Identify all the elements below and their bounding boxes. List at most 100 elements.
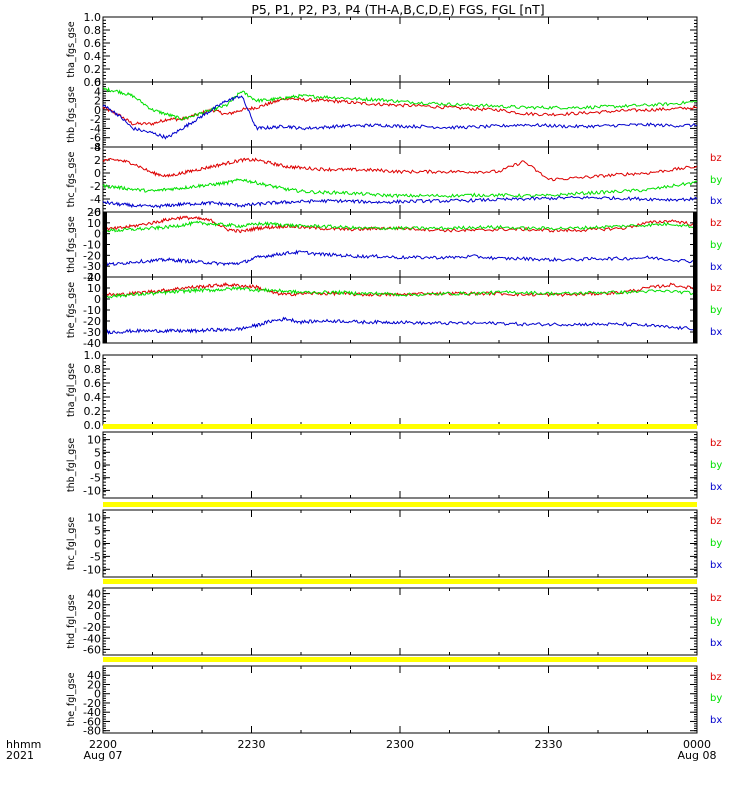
time-row-label: hhmm <box>6 738 41 751</box>
y-tick-label: 4 <box>94 85 101 98</box>
y-tick-label: 40 <box>87 669 101 682</box>
y-tick-label: 5 <box>94 446 101 459</box>
legend-by: by <box>710 305 722 316</box>
y-tick-label: 1.0 <box>84 349 102 362</box>
series-by-line <box>102 220 698 233</box>
y-tick-label: -10 <box>83 239 101 252</box>
legend-bz: bz <box>710 153 722 164</box>
y-tick-label: 4 <box>94 141 101 154</box>
series-bx-line <box>102 249 698 267</box>
y-tick-label: 0.0 <box>84 76 102 89</box>
y-tick-label: 0 <box>94 688 101 701</box>
y-tick-label: -10 <box>83 484 101 497</box>
y-tick-label: 20 <box>87 599 101 612</box>
y-tick-label: -2 <box>90 180 101 193</box>
y-tick-label: -6 <box>90 132 101 145</box>
panel-frame <box>102 354 698 426</box>
panel-frame <box>102 211 698 278</box>
y-tick-label: -20 <box>83 697 101 710</box>
y-axis-label: tha_fgs_gse <box>66 21 77 77</box>
series-bx-line <box>102 316 698 335</box>
y-tick-label: -20 <box>83 315 101 328</box>
panel-frame <box>102 587 698 656</box>
y-axis-label: thc_fgl_gse <box>66 517 77 570</box>
y-tick-label: 0.0 <box>84 419 102 432</box>
y-tick-label: -60 <box>83 643 101 656</box>
legend-bx: bx <box>710 638 722 649</box>
legend-bz: bz <box>710 593 722 604</box>
legend-bz: bz <box>710 218 722 229</box>
panel-frame <box>102 431 698 499</box>
legend-bz: bz <box>710 672 722 683</box>
y-tick-label: 0.2 <box>84 405 102 418</box>
edge-mark-left <box>103 277 107 343</box>
y-tick-label: 10 <box>87 512 101 525</box>
legend-bz: bz <box>710 283 722 294</box>
y-tick-label: -6 <box>90 206 101 219</box>
y-tick-label: 0 <box>94 293 101 306</box>
legend-by: by <box>710 175 722 186</box>
time-tick-label: 2300 <box>386 738 414 751</box>
y-tick-label: 20 <box>87 271 101 284</box>
y-axis-label: the_fgl_gse <box>66 672 77 726</box>
y-tick-label: 0.8 <box>84 363 102 376</box>
y-tick-label: -60 <box>83 715 101 728</box>
series-by-line <box>102 86 698 121</box>
series-bx-line <box>102 195 698 209</box>
y-tick-label: 20 <box>87 678 101 691</box>
chart-title: P5, P1, P2, P3, P4 (TH-A,B,C,D,E) FGS, F… <box>251 2 544 17</box>
y-tick-label: 10 <box>87 282 101 295</box>
legend-by: by <box>710 538 722 549</box>
year-label: 2021 <box>6 749 34 762</box>
y-tick-label: 2 <box>94 154 101 167</box>
y-axis-label: thd_fgl_gse <box>66 594 77 648</box>
y-tick-label: -80 <box>83 725 101 738</box>
y-tick-label: 0 <box>94 610 101 623</box>
y-tick-label: 0.6 <box>84 37 102 50</box>
legend-bx: bx <box>710 327 722 338</box>
y-tick-label: 0.4 <box>84 391 102 404</box>
y-tick-label: -5 <box>90 550 101 563</box>
y-axis-label: thb_fgs_gse <box>66 86 77 143</box>
panel-frame <box>102 16 698 83</box>
y-axis-label: the_fgs_gse <box>66 282 77 338</box>
legend-by: by <box>710 616 722 627</box>
edge-mark-right <box>693 277 697 343</box>
time-tick-label: 0000 <box>683 738 711 751</box>
y-tick-label: 6 <box>94 76 101 89</box>
panel-frame <box>102 665 698 734</box>
y-tick-label: -30 <box>83 260 101 273</box>
y-tick-label: 0 <box>94 459 101 472</box>
y-axis-label: thc_fgs_gse <box>66 152 77 208</box>
y-tick-label: 2 <box>94 95 101 108</box>
panels: 0.00.20.40.60.81.0tha_fgs_gse-8-6-4-2024… <box>66 11 722 738</box>
y-tick-label: 5 <box>94 525 101 538</box>
y-tick-label: 0 <box>94 538 101 551</box>
time-tick-date: Aug 08 <box>678 749 717 762</box>
series-bz-line <box>102 215 698 234</box>
legend-bx: bx <box>710 196 722 207</box>
legend-bx: bx <box>710 560 722 571</box>
data-gap-bar <box>103 657 697 662</box>
data-gap-bar <box>103 502 697 507</box>
y-tick-label: 0.6 <box>84 377 102 390</box>
legend-bz: bz <box>710 516 722 527</box>
y-tick-label: 10 <box>87 217 101 230</box>
y-tick-label: 0 <box>94 104 101 117</box>
legend-bx: bx <box>710 262 722 273</box>
legend-by: by <box>710 693 722 704</box>
legend-bx: bx <box>710 715 722 726</box>
y-axis-label: thd_fgs_gse <box>66 216 77 273</box>
y-tick-label: 0 <box>94 167 101 180</box>
y-tick-label: -40 <box>83 271 101 284</box>
series-bz-line <box>102 157 698 182</box>
panel-frame <box>102 146 698 213</box>
panel-tha_fgs_gse: 0.00.20.40.60.81.0 tha_fgs_gse <box>66 11 698 89</box>
